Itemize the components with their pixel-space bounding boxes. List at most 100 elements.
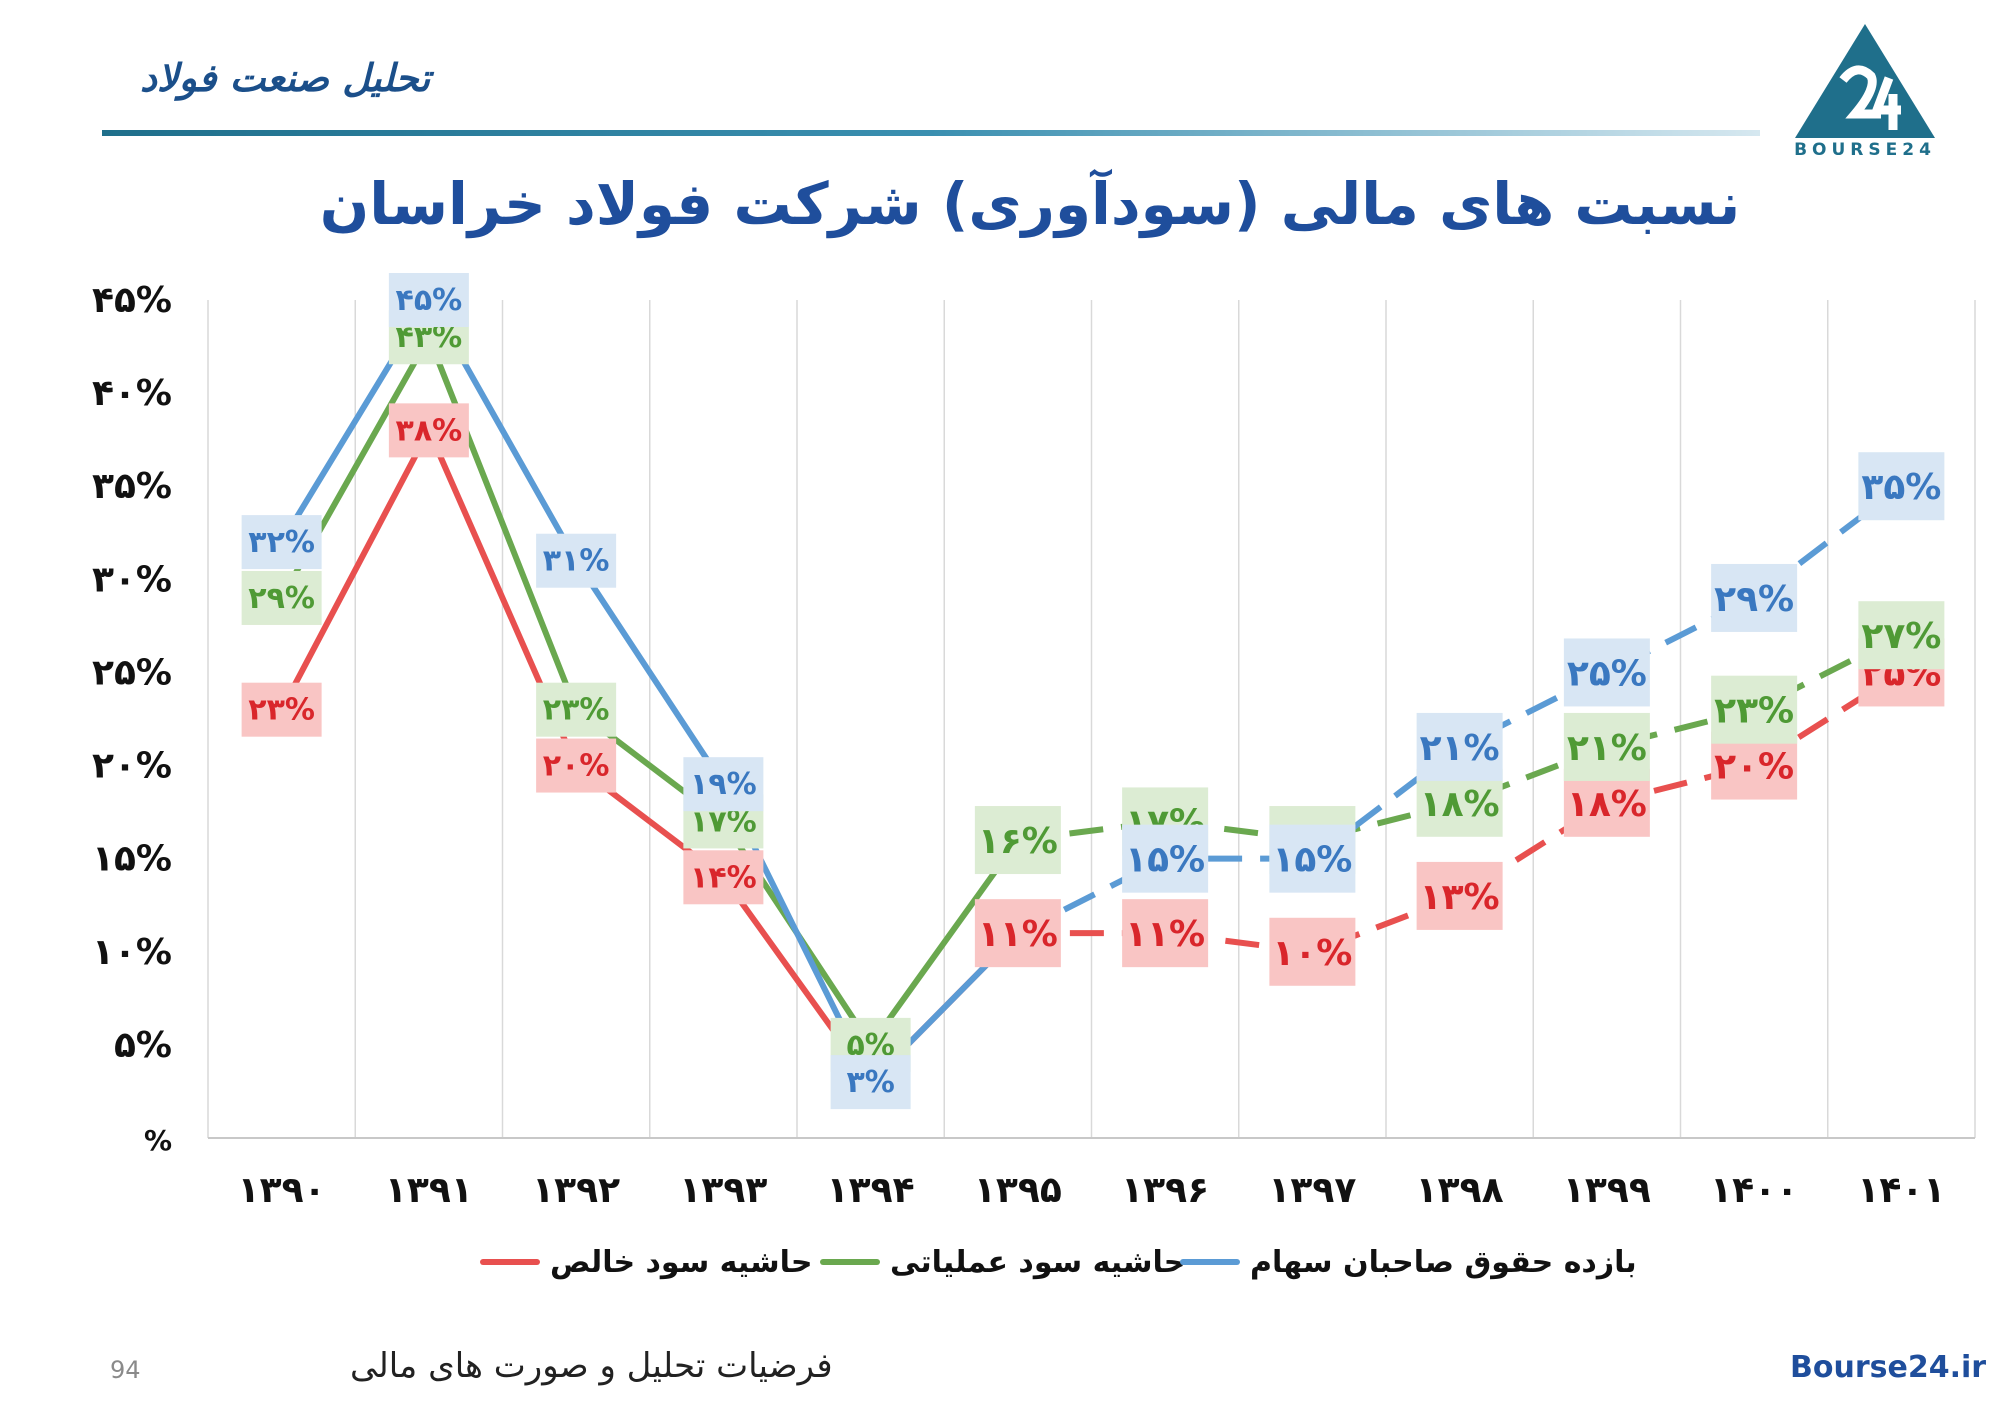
data-label-text: ۱۶% [978,821,1058,862]
data-label-box [1269,824,1356,893]
x-tick-label: ۱۳۹۸ [1416,1170,1504,1211]
data-label-text: ۱۰% [1272,933,1352,974]
data-label-box [536,738,617,793]
data-label-text: ۱۳% [1420,877,1500,918]
data-label-roe: ۲۹% [1711,563,1798,632]
data-label-text: ۲۳% [1714,691,1794,732]
x-tick-label: ۱۳۹۰ [238,1170,326,1211]
footer-caption: فرضیات تحلیل و صورت های مالی [350,1346,833,1386]
page-number: 94 [110,1356,141,1384]
data-label-box [241,515,322,570]
data-label-box [1711,675,1798,744]
data-label-net_margin: ۱۴% [683,850,764,905]
data-label-box [1122,899,1209,968]
data-label-net_margin: ۲۰% [536,738,617,793]
legend-item-operating-margin: حاشیه سود عملیاتی [820,1240,1185,1284]
y-tick-label: % [144,1124,172,1157]
data-label-operating_margin: ۲۷% [1858,601,1945,670]
y-tick-label: ۱۵% [92,839,172,880]
y-tick-label: ۵% [114,1025,172,1066]
data-label-roe: ۱۵% [1269,824,1356,893]
data-label-box [683,850,764,905]
legend-label: بازده حقوق صاحبان سهام [1250,1244,1637,1280]
legend-swatch [1180,1259,1240,1265]
x-tick-label: ۱۳۹۲ [532,1170,620,1211]
data-label-text: ۳۵% [1861,467,1941,508]
chart-title: نسبت های مالی (سودآوری) شرکت فولاد خراسا… [319,170,1741,238]
data-label-text: ۱۹% [690,767,757,802]
data-label-box [388,403,469,458]
data-label-box [1563,712,1650,781]
data-label-operating_margin: ۲۹% [241,570,322,625]
data-label-text: ۳۱% [543,544,610,579]
x-tick-label: ۱۳۹۴ [827,1170,915,1211]
legend-label: حاشیه سود خالص [550,1244,813,1280]
data-label-net_margin: ۱۱% [1122,899,1209,968]
data-label-text: ۱۱% [1125,914,1205,955]
data-label-net_margin: ۳۸% [388,403,469,458]
data-label-text: ۲۹% [248,581,315,616]
x-tick-label: ۱۴۰۱ [1857,1170,1945,1211]
x-tick-label: ۱۳۹۷ [1268,1170,1356,1211]
data-label-box [1269,917,1356,986]
legend-item-roe: بازده حقوق صاحبان سهام [1180,1240,1637,1284]
data-label-roe: ۴۵% [388,273,469,327]
x-tick-label: ۱۳۹۶ [1121,1170,1209,1211]
data-label-roe: ۳۱% [536,533,617,588]
data-label-text: ۱۸% [1420,784,1500,825]
data-label-text: ۲۵% [1567,653,1647,694]
data-label-net_margin: ۱۱% [974,899,1061,968]
y-tick-label: ۲۰% [92,746,172,787]
data-label-box [830,1055,911,1110]
legend-item-net-margin: حاشیه سود خالص [480,1240,813,1284]
data-label-box [241,682,322,737]
data-label-box [388,273,469,327]
data-label-box [536,533,617,588]
data-label-roe: ۱۹% [683,757,764,812]
data-label-operating_margin: ۲۳% [536,682,617,737]
data-label-text: ۲۹% [1714,579,1794,620]
data-label-box [241,570,322,625]
data-label-text: ۲۷% [1861,616,1941,657]
data-label-text: ۱۵% [1272,840,1352,881]
data-label-text: ۳۲% [248,525,315,560]
data-label-net_margin: ۲۳% [241,682,322,737]
y-tick-label: ۳۰% [92,559,172,600]
data-label-text: ۱۱% [978,914,1058,955]
data-label-operating_margin: ۲۱% [1563,712,1650,781]
gridlines [207,300,1976,1138]
footer-site: Bourse24.ir [1790,1350,1987,1385]
data-label-net_margin: ۱۰% [1269,917,1356,986]
data-label-text: ۳۸% [396,413,463,448]
data-label-box [683,757,764,812]
header-divider [102,130,1760,136]
data-label-text: ۲۳% [248,693,315,728]
data-label-roe: ۲۵% [1563,638,1650,707]
data-label-text: ۲۰% [1714,747,1794,788]
data-label-text: ۱۴% [690,860,757,895]
logo-text: BOURSE24 [1794,140,1936,160]
data-label-text: ۱۵% [1125,840,1205,881]
data-label-roe: ۲۱% [1416,712,1503,781]
legend-swatch [820,1259,880,1265]
header-title: تحلیل صنعت فولاد [140,56,431,100]
data-label-roe: ۳% [830,1055,911,1110]
data-label-roe: ۳۲% [241,515,322,570]
y-tick-label: ۴۵% [92,280,172,321]
data-labels: ۲۳%۳۸%۲۰%۱۴%۱۱% ۱۱% ۱۰%۱۳%۱۸%۲۰%۲۵%۲۹%۴۳%۲… [241,273,1945,1110]
data-label-box [1858,452,1945,521]
data-label-box [1416,861,1503,930]
bourse24-logo [1795,24,1935,138]
data-label-roe: ۳۵% [1858,452,1945,521]
x-tick-label: ۱۳۹۵ [974,1170,1062,1211]
y-tick-label: ۴۰% [92,373,172,414]
x-tick-label: ۱۳۹۱ [385,1170,473,1211]
series-line-operating_margin [279,334,1021,1048]
data-label-text: ۲۰% [543,749,610,784]
legend-label: حاشیه سود عملیاتی [890,1244,1186,1280]
data-label-net_margin: ۱۳% [1416,861,1503,930]
data-label-box [1711,563,1798,632]
data-label-roe: ۱۵% [1122,824,1209,893]
x-tick-label: ۱۳۹۳ [679,1170,767,1211]
